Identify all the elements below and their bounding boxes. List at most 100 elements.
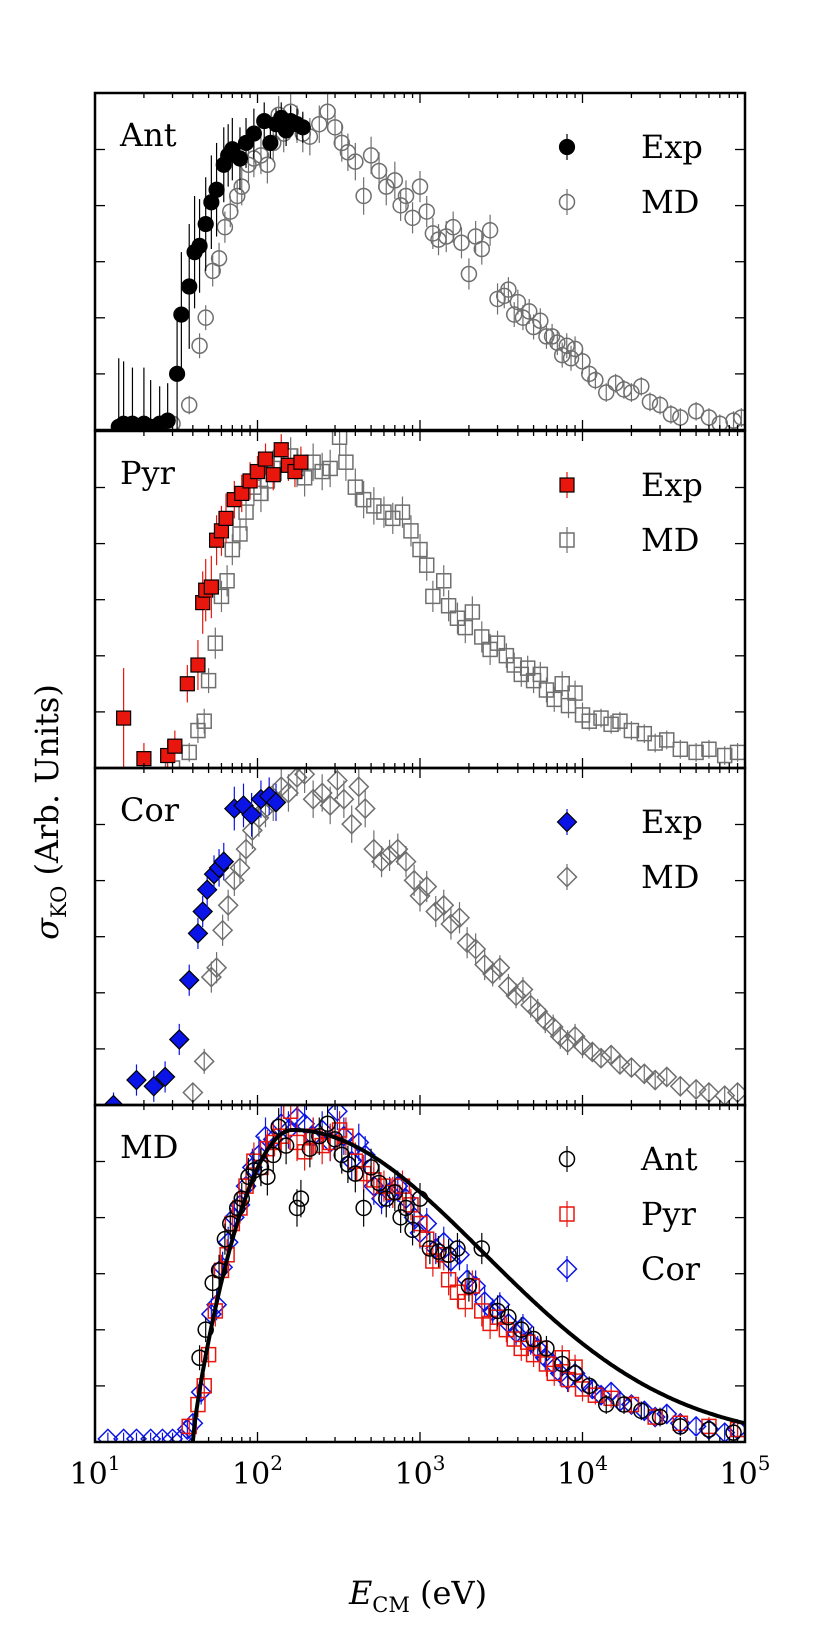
data-point	[301, 1129, 319, 1168]
data-point	[354, 789, 376, 828]
data-point	[465, 933, 487, 965]
data-point	[97, 1428, 119, 1442]
data-point	[425, 1245, 441, 1277]
data-point	[669, 1075, 691, 1097]
data-point	[378, 167, 395, 206]
data-point	[553, 1351, 571, 1377]
data-point	[331, 431, 348, 456]
data-point	[672, 1417, 689, 1436]
data-point	[430, 1236, 447, 1268]
data-point	[392, 189, 409, 221]
data-point	[363, 830, 385, 868]
x-tick-label: 104	[557, 1451, 608, 1492]
data-point	[196, 708, 212, 734]
data-point	[587, 370, 604, 390]
panel-label: Cor	[120, 791, 180, 829]
data-point	[571, 1033, 594, 1059]
legend-label: Cor	[641, 1250, 701, 1288]
data-point	[197, 177, 214, 271]
data-point	[603, 714, 619, 734]
legend-label: MD	[641, 183, 699, 221]
data-point	[167, 730, 183, 762]
data-point	[500, 277, 517, 303]
data-point	[612, 711, 628, 731]
data-point	[418, 1223, 435, 1255]
x-tick-labels: 101 102 103 104 105	[70, 1451, 771, 1492]
data-point	[370, 846, 393, 878]
data-point	[124, 367, 141, 430]
data-point	[322, 449, 338, 488]
data-point	[590, 1047, 612, 1069]
data-point	[514, 305, 532, 331]
x-ticks	[143, 93, 739, 430]
data-point	[362, 136, 380, 175]
data-point	[196, 1373, 212, 1399]
data-point	[233, 167, 251, 206]
data-point	[143, 1070, 165, 1102]
data-point	[567, 680, 583, 706]
data-point	[181, 224, 198, 349]
panel-md-plot	[97, 1105, 745, 1442]
data-point	[259, 146, 276, 184]
data-point	[440, 908, 462, 940]
data-point	[453, 227, 470, 259]
data-point	[716, 746, 733, 765]
data-point	[305, 1117, 321, 1155]
legend-item-md: MD	[558, 183, 699, 221]
x-axis-label: ECM (eV)	[348, 1574, 487, 1617]
data-point	[397, 1192, 415, 1224]
data-point	[647, 733, 663, 753]
data-point	[403, 864, 425, 896]
data-point	[355, 177, 372, 215]
legend: Exp MD	[559, 466, 703, 559]
panel-cor-plot	[103, 768, 745, 1105]
data-point	[538, 1335, 555, 1361]
data-point	[125, 1428, 148, 1442]
data-point	[259, 1158, 276, 1196]
data-point	[218, 493, 234, 544]
data-point	[245, 108, 262, 159]
data-point	[672, 408, 689, 427]
series-exp	[116, 434, 309, 768]
data-point	[136, 743, 152, 768]
data-point	[159, 383, 176, 430]
legend-label: Exp	[641, 803, 703, 841]
y-ticks	[95, 1160, 745, 1387]
data-point	[714, 1085, 736, 1105]
data-point	[397, 180, 415, 212]
data-point	[489, 630, 506, 656]
x-tick-label: 105	[720, 1451, 771, 1492]
data-point	[232, 518, 248, 550]
legend-item-cor: Cor	[556, 1250, 701, 1288]
data-point	[191, 333, 208, 359]
data-point	[210, 1254, 228, 1286]
data-point	[197, 305, 214, 331]
data-point	[729, 743, 745, 762]
data-point	[416, 870, 438, 903]
data-point	[473, 233, 491, 265]
data-point	[425, 580, 441, 612]
data-point	[444, 211, 462, 243]
data-point	[286, 768, 308, 797]
y-ticks	[95, 486, 745, 713]
legend-item-ant: Ant	[558, 1140, 698, 1178]
panel-pyr-plot	[116, 431, 745, 768]
data-point	[448, 902, 471, 934]
panel-label: MD	[120, 1128, 178, 1166]
data-point	[615, 1395, 633, 1414]
data-point	[341, 805, 363, 843]
data-point	[656, 1066, 678, 1088]
data-point	[386, 1173, 404, 1212]
data-point	[182, 1081, 204, 1104]
data-point	[200, 668, 217, 694]
data-point	[348, 768, 370, 806]
data-point	[376, 496, 392, 528]
data-point	[197, 1317, 214, 1343]
data-point	[181, 743, 197, 762]
data-point	[404, 202, 421, 234]
data-point	[212, 914, 234, 946]
data-point	[433, 889, 455, 921]
data-layer	[97, 93, 745, 1442]
data-point	[228, 180, 246, 212]
